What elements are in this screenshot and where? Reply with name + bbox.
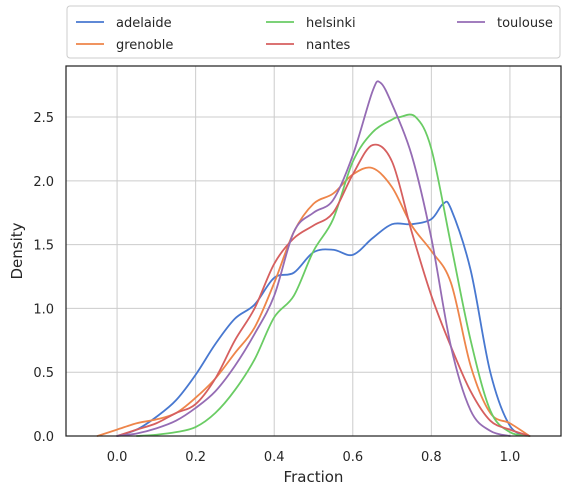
x-axis-label: Fraction <box>284 468 344 486</box>
x-tick-labels: 0.0 0.2 0.4 0.6 0.8 1.0 <box>107 450 521 465</box>
legend-label: toulouse <box>497 16 553 31</box>
x-tick-label: 0.0 <box>107 450 128 465</box>
series-lines <box>97 81 529 436</box>
y-tick-labels: 0.0 0.5 1.0 1.5 2.0 2.5 <box>33 111 54 445</box>
x-tick-label: 0.2 <box>185 450 206 465</box>
y-tick-label: 2.5 <box>33 111 54 126</box>
y-axis-label: Density <box>8 222 26 279</box>
series-line-toulouse <box>117 81 510 436</box>
legend-label: helsinki <box>306 16 356 31</box>
x-tick-label: 1.0 <box>500 450 521 465</box>
series-line-nantes <box>117 145 530 436</box>
legend-label: nantes <box>306 38 351 53</box>
y-tick-label: 0.0 <box>33 430 54 445</box>
y-tick-label: 2.0 <box>33 175 54 190</box>
x-tick-label: 0.6 <box>342 450 363 465</box>
y-tick-label: 0.5 <box>33 366 54 381</box>
legend-label: grenoble <box>116 38 173 53</box>
y-tick-label: 1.5 <box>33 239 54 254</box>
x-tick-label: 0.4 <box>264 450 285 465</box>
y-tick-label: 1.0 <box>33 302 54 317</box>
legend-label: adelaide <box>116 16 172 31</box>
legend: adelaide grenoble helsinki nantes toulouse <box>67 6 560 58</box>
x-tick-label: 0.8 <box>421 450 442 465</box>
